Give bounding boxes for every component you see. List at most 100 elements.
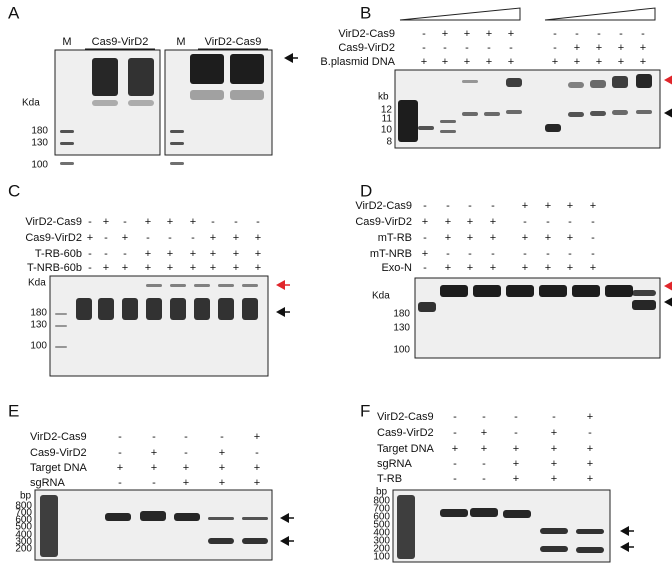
gel-band xyxy=(170,298,186,320)
sign: - xyxy=(523,248,527,260)
sign: - xyxy=(487,42,491,54)
sign: + xyxy=(452,443,458,455)
gel-band xyxy=(194,284,210,287)
gel-band xyxy=(470,508,498,517)
marker-label: 400 xyxy=(373,528,390,539)
sign: - xyxy=(446,200,450,212)
row-label: Cas9-VirD2 xyxy=(377,427,434,439)
panel-letter: C xyxy=(8,181,20,200)
sign: + xyxy=(103,216,109,228)
sign: + xyxy=(122,262,128,274)
sign: - xyxy=(443,42,447,54)
row-label: VirD2-Cas9 xyxy=(338,28,395,40)
sign: + xyxy=(513,458,519,470)
sign: - xyxy=(575,28,579,40)
sign: + xyxy=(167,262,173,274)
gel-band xyxy=(545,124,561,132)
marker-label: 130 xyxy=(31,138,48,149)
gel-band xyxy=(418,302,436,312)
marker-label: 200 xyxy=(15,544,32,555)
sign: - xyxy=(152,477,156,489)
unit-label: Kda xyxy=(372,291,390,302)
gel-band xyxy=(128,58,154,96)
gel-band xyxy=(105,513,131,521)
sign: - xyxy=(468,248,472,260)
gel-band xyxy=(98,298,114,320)
sign: + xyxy=(445,262,451,274)
arrow xyxy=(276,307,285,317)
panel-letter: F xyxy=(360,401,370,420)
sign: - xyxy=(184,431,188,443)
sign: + xyxy=(219,477,225,489)
sign: + xyxy=(255,232,261,244)
gel-band xyxy=(174,513,200,521)
sign: + xyxy=(254,431,260,443)
row-label: VirD2-Cas9 xyxy=(25,216,82,228)
gel-band xyxy=(218,284,234,287)
sign: + xyxy=(233,248,239,260)
sign: - xyxy=(514,427,518,439)
sign: - xyxy=(88,248,92,260)
panel-letter: D xyxy=(360,181,372,200)
sign: + xyxy=(545,232,551,244)
lane-header: M xyxy=(62,36,71,48)
marker-label: 100 xyxy=(30,341,47,352)
gel-band xyxy=(55,325,67,327)
sign: - xyxy=(423,262,427,274)
marker-label: 130 xyxy=(393,323,410,334)
gel-band xyxy=(218,298,234,320)
sign: - xyxy=(123,248,127,260)
sign: - xyxy=(118,447,122,459)
gel-band xyxy=(40,495,58,557)
lane-header: Cas9-VirD2 xyxy=(92,36,149,48)
row-label: VirD2-Cas9 xyxy=(355,200,412,212)
gel-band xyxy=(462,112,478,116)
gel-band xyxy=(208,538,234,544)
row-label: Cas9-VirD2 xyxy=(338,42,395,54)
row-label: Cas9-VirD2 xyxy=(25,232,82,244)
sign: - xyxy=(482,458,486,470)
sign: + xyxy=(151,462,157,474)
sign: + xyxy=(467,216,473,228)
sign: - xyxy=(591,232,595,244)
row-label: Target DNA xyxy=(377,443,435,455)
gel-band xyxy=(440,120,456,123)
row-label: sgRNA xyxy=(30,477,66,489)
marker-label: 800 xyxy=(15,501,32,512)
gel-band xyxy=(462,80,478,83)
gel-band xyxy=(140,511,166,521)
sign: - xyxy=(123,216,127,228)
sign: - xyxy=(468,200,472,212)
sign: - xyxy=(256,216,260,228)
sign: + xyxy=(545,262,551,274)
marker-label: 180 xyxy=(30,308,47,319)
sign: - xyxy=(423,232,427,244)
sign: + xyxy=(508,28,514,40)
gel-band xyxy=(60,130,74,133)
marker-label: 300 xyxy=(373,536,390,547)
sign: + xyxy=(210,248,216,260)
sign: + xyxy=(467,262,473,274)
sign: - xyxy=(234,216,238,228)
gel-band xyxy=(473,285,501,297)
marker-label: 300 xyxy=(15,537,32,548)
marker-label: 12 xyxy=(381,105,393,116)
row-label: Target DNA xyxy=(30,462,88,474)
marker-label: 700 xyxy=(373,504,390,515)
sign: + xyxy=(587,411,593,423)
sign: - xyxy=(641,28,645,40)
gel-band xyxy=(632,300,656,310)
sign: + xyxy=(87,232,93,244)
gel-band xyxy=(590,111,606,116)
sign: + xyxy=(640,56,646,68)
marker-label: 700 xyxy=(15,508,32,519)
sign: - xyxy=(453,473,457,485)
sign: - xyxy=(552,411,556,423)
sign: + xyxy=(445,216,451,228)
sign: - xyxy=(453,458,457,470)
gel-band xyxy=(397,495,415,559)
sign: + xyxy=(551,443,557,455)
sign: - xyxy=(422,28,426,40)
sign: - xyxy=(191,232,195,244)
